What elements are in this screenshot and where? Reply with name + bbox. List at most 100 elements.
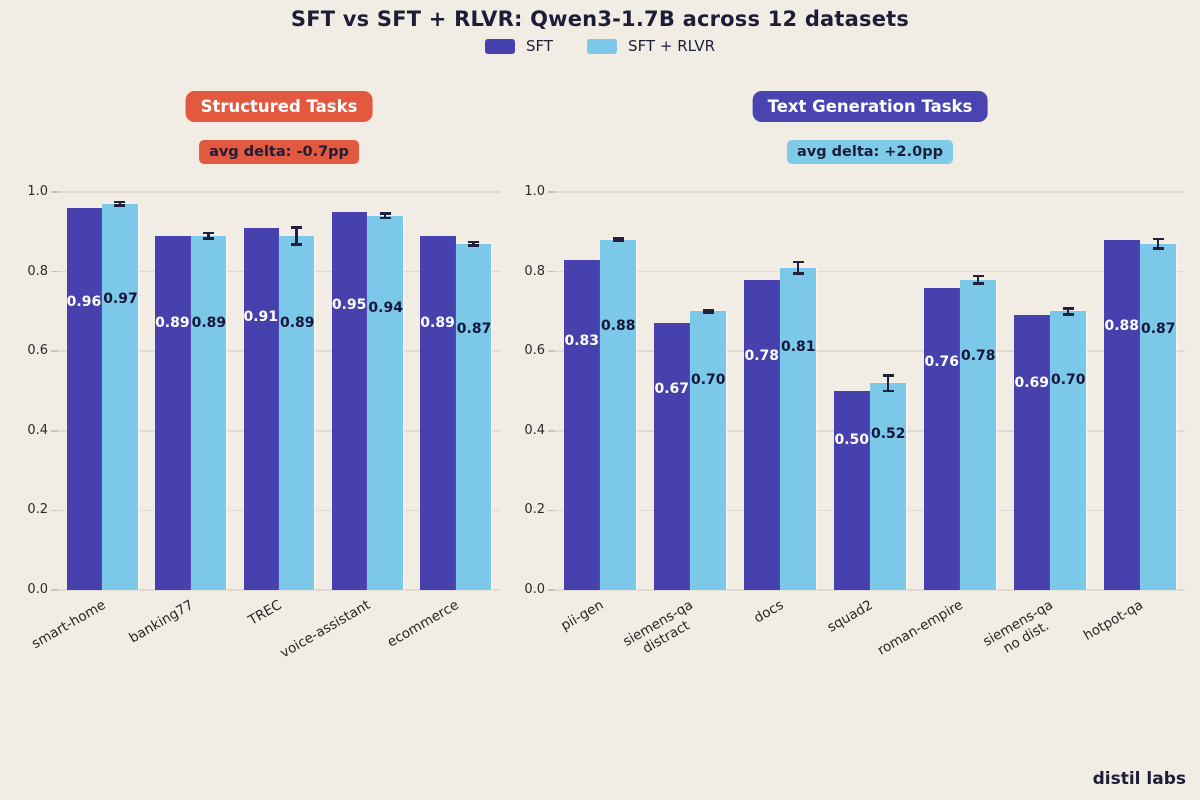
y-tick-label: 0.4 [27,422,48,438]
gridline [555,589,1185,591]
x-tick-label: pii-gen [557,597,606,635]
error-bar-cap [792,260,804,264]
error-bar-cap [114,200,126,204]
distil-labs-logo: distil labs [1092,769,1186,789]
x-tick-label: banking77 [126,597,197,647]
bar-value-rlvr: 0.97 [103,290,138,307]
x-tick-label: hotpot-qa [1080,597,1146,644]
bar-value-sft: 0.50 [834,431,869,448]
legend: SFT SFT + RLVR [0,37,1200,55]
error-bar [616,238,620,242]
gridline [58,191,500,193]
error-bar-cap [291,226,303,229]
structured-delta-badge: avg delta: -0.7pp [199,140,359,164]
bar-value-sft: 0.88 [1104,317,1139,334]
error-bar [976,275,980,284]
bar-value-rlvr: 0.78 [961,347,996,364]
bar-rlvr [690,311,726,590]
error-bar-cap [882,389,894,392]
y-tickmark [51,589,58,591]
x-tick-label: ecommerce [384,597,462,651]
y-tick-label: 0.0 [27,582,48,597]
gridline [555,350,1185,352]
error-bar-cap [972,282,984,285]
y-tickmark [51,509,58,512]
y-tick-label: 0.2 [27,502,48,518]
x-tick-label: voice-assistant [277,597,374,662]
error-bar [1156,238,1160,249]
legend-label-rlvr: SFT + RLVR [628,37,716,55]
bar-rlvr [780,267,816,590]
bar-value-rlvr: 0.94 [368,299,403,316]
bar-value-sft: 0.89 [155,314,190,331]
bar-value-sft: 0.96 [66,293,102,310]
structured-tasks-plot: 0.0 0.2 0.4 0.6 0.8 1.0 0.96 0.97 smart-home 0.89… [27,184,500,661]
bar-sft [420,235,456,590]
bar-sft [564,259,600,590]
x-tick-label: squad2 [825,597,876,636]
error-bar-cap [612,239,624,243]
bar-sft [332,211,368,590]
y-tickmark [51,270,58,273]
y-tickmark [51,430,58,432]
bar-value-sft: 0.95 [331,296,367,313]
bar-sft [924,287,960,590]
bar-sft [654,323,690,590]
bar-sft [243,227,279,590]
bar-rlvr [960,279,996,590]
bar-value-rlvr: 0.89 [280,314,315,331]
y-tickmark [548,430,555,432]
bar-sft [66,207,103,590]
y-tickmark [548,509,555,512]
error-bar-cap [467,244,479,247]
bar-value-rlvr: 0.87 [1141,320,1176,337]
y-tick-label: 0.0 [524,582,545,597]
bar-value-sft: 0.78 [744,347,779,364]
bar-rlvr [600,239,636,590]
legend-swatch-sft [484,38,515,54]
bar-rlvr [102,203,138,590]
y-tick-label: 1.0 [524,184,545,199]
error-bar-cap [467,240,479,244]
x-tick-label: smart-home [28,597,109,653]
error-bar-cap [202,231,214,235]
figure-title: SFT vs SFT + RLVR: Qwen3-1.7B across 12 … [290,7,910,31]
bar-rlvr [1050,311,1086,590]
bar-rlvr [455,243,492,590]
y-tick-label: 0.8 [524,263,545,279]
error-bar-cap [972,274,984,278]
error-bar [295,227,298,245]
bar-rlvr [1140,243,1176,590]
error-bar [706,309,710,313]
error-bar-cap [114,204,126,207]
error-bar-cap [1062,307,1074,310]
bar-value-sft: 0.89 [420,314,455,331]
legend-label-sft: SFT [525,37,554,55]
x-tick-label: siemens-qa no dist. [980,597,1056,657]
bar-value-sft: 0.69 [1014,374,1049,391]
gridline [555,191,1185,193]
bar-value-sft: 0.91 [243,308,278,325]
bar-sft [1104,239,1140,590]
error-bar [472,241,475,246]
text-generation-tasks-badge: Text Generation Tasks [752,91,988,122]
bar-value-rlvr: 0.88 [601,317,636,334]
y-tick-label: 1.0 [27,184,48,199]
x-tick-label: siemens-qa distract [620,597,696,658]
text-generation-plot: 0.0 0.2 0.4 0.6 0.8 1.0 0.83 0.88 pii-gen 0.67 0.7… [524,184,1185,659]
bar-value-sft: 0.76 [924,353,959,370]
bar-sft [834,391,870,590]
bar-sft [155,235,191,590]
error-bar-cap [702,311,714,314]
y-tickmark [548,191,555,193]
bar-value-rlvr: 0.87 [456,320,492,337]
y-tickmark [51,191,58,193]
error-bar-cap [882,374,894,377]
y-tickmark [51,350,58,352]
y-tick-label: 0.6 [27,343,48,359]
error-bar-cap [1062,313,1074,316]
bar-value-rlvr: 0.89 [191,314,227,331]
error-bar [1066,308,1070,315]
bar-value-rlvr: 0.81 [781,338,816,355]
